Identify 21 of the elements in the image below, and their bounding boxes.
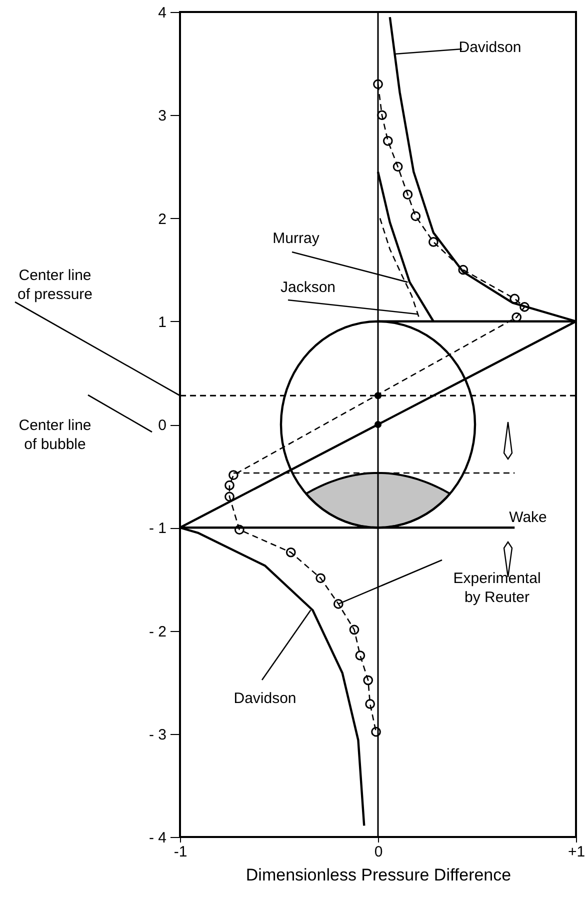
y-tick-label: 2 (158, 210, 166, 228)
y-tick-label: 3 (158, 108, 166, 125)
annotation: Jackson (280, 279, 336, 296)
x-tick-label: +1 (568, 844, 586, 860)
y-tick-label: 1 (158, 314, 166, 331)
y-tick-label: 0 (158, 417, 166, 434)
y-tick-label: - 1 (148, 520, 166, 538)
annotation: Experimental by Reuter (453, 570, 541, 606)
x-tick-label: 0 (374, 844, 383, 860)
x-tick-label: -1 (174, 844, 188, 860)
y-tick-label: - 3 (148, 726, 166, 744)
annotation: Davidson (234, 690, 296, 707)
y-tick-label: 4 (158, 4, 166, 22)
annotation: Wake (509, 509, 547, 526)
x-axis-title: Dimensionless Pressure Difference (246, 866, 512, 884)
y-tick-label: - 2 (148, 623, 166, 640)
ref-line-label: Center line of pressure (17, 267, 93, 303)
annotation: Murray (272, 230, 320, 247)
text: Center line of bubble (18, 417, 92, 453)
y-tick-label: - 4 (148, 830, 166, 846)
annotation: Davidson (458, 39, 522, 56)
